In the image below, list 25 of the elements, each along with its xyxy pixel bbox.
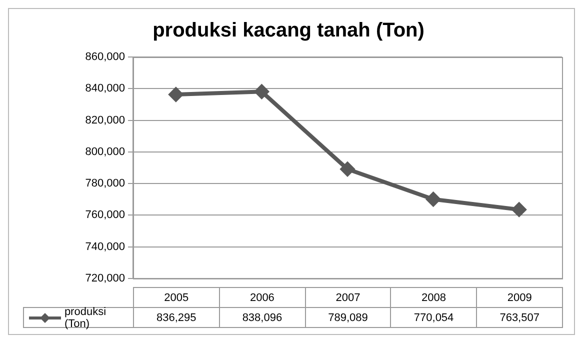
point [254, 84, 269, 99]
x-tick-label: 2008 [390, 287, 478, 308]
data-label: 838,096 [218, 307, 306, 328]
y-tick-label: 820,000 [85, 114, 125, 126]
point [512, 202, 526, 217]
y-tick-label: 740,000 [85, 240, 125, 253]
point [340, 162, 354, 176]
y-tick-label: 760,000 [85, 209, 125, 222]
x-tick-label: 2009 [476, 287, 563, 308]
y-tick-label: 720,000 [85, 272, 125, 284]
y-tick-label: 800,000 [85, 146, 125, 158]
point [168, 87, 183, 102]
x-tick-label: 2006 [218, 287, 306, 308]
x-tick-label: 2007 [304, 287, 392, 308]
y-tick-label: 860,000 [85, 51, 125, 64]
data-label: 789,089 [304, 307, 392, 328]
data-label: 770,054 [390, 307, 478, 328]
data-label: 763,507 [476, 307, 563, 328]
y-tick-label: 840,000 [85, 82, 125, 95]
data-label: 836,295 [133, 307, 220, 328]
x-tick-label: 2005 [133, 287, 220, 308]
point [426, 192, 440, 206]
chart-title: produksi kacang tanah (Ton) [152, 20, 424, 42]
legend-label: produksi (Ton) [64, 306, 108, 330]
y-tick-label: 780,000 [85, 178, 125, 190]
